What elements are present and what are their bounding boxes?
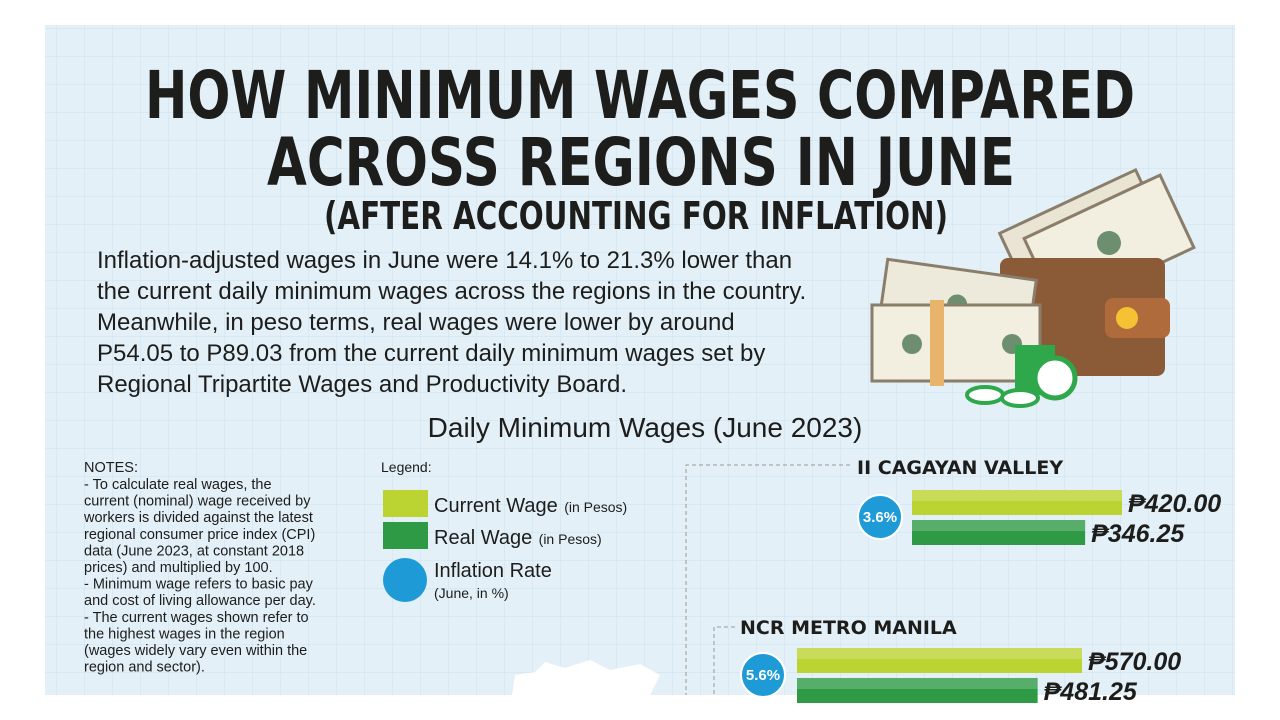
subtitle: (AFTER ACCOUNTING FOR INFLATION) <box>324 194 948 238</box>
bar <box>912 520 1086 545</box>
legend-title: Legend: <box>381 459 432 475</box>
legend-swatch <box>383 490 428 517</box>
value-label: ₱346.25 <box>1091 520 1185 548</box>
intro-line: Regional Tripartite Wages and Productivi… <box>97 371 627 398</box>
inflation-label: 5.6% <box>746 667 780 684</box>
inflation-circle <box>740 652 786 698</box>
inflation-label: 3.6% <box>863 509 897 526</box>
intro-line: the current daily minimum wages across t… <box>97 278 806 305</box>
value-label: ₱570.00 <box>1088 648 1181 676</box>
connector <box>685 464 850 695</box>
notes-title: NOTES: <box>84 460 138 476</box>
bar <box>797 648 1082 673</box>
intro-line: Meanwhile, in peso terms, real wages wer… <box>97 309 735 336</box>
connector <box>713 626 735 695</box>
region-title: NCR METRO MANILA <box>740 617 957 639</box>
legend-unit: (June, in %) <box>434 585 509 601</box>
notes-line: region and sector). <box>84 660 205 676</box>
bar-highlight <box>797 678 1038 689</box>
legend-unit: (in Pesos) <box>564 499 627 515</box>
legend-name: Current Wage <box>434 495 558 517</box>
notes-line: workers is divided against the latest <box>83 510 313 526</box>
notes-line: (wages widely vary even within the <box>84 643 307 659</box>
notes-line: the highest wages in the region <box>84 626 285 642</box>
bar <box>912 490 1122 515</box>
money-illustration <box>870 167 1196 408</box>
intro-line: Inflation-adjusted wages in June were 14… <box>97 247 792 274</box>
legend-unit: (in Pesos) <box>539 531 602 547</box>
notes-line: current (nominal) wage received by <box>84 494 311 510</box>
notes-line: data (June 2023, at constant 2018 <box>84 543 304 559</box>
bar-highlight <box>912 490 1122 501</box>
intro: Inflation-adjusted wages in June were 14… <box>97 247 806 398</box>
notes-line: - To calculate real wages, the <box>84 477 272 493</box>
legend-name: Real Wage <box>434 527 532 549</box>
bar <box>797 678 1038 703</box>
notes-line: - Minimum wage refers to basic pay <box>84 577 314 593</box>
legend-entry: Current Wage (in Pesos) <box>434 495 627 517</box>
legend-swatch <box>383 558 427 602</box>
notes: NOTES:- To calculate real wages, thecurr… <box>83 460 316 676</box>
value-label: ₱420.00 <box>1128 490 1221 518</box>
inflation-circle <box>857 494 903 540</box>
map-silhouette <box>512 660 660 695</box>
value-label: ₱481.25 <box>1044 678 1138 706</box>
notes-line: and cost of living allowance per day. <box>84 593 316 609</box>
legend-entry: Real Wage (in Pesos) <box>434 527 602 549</box>
region-title: II CAGAYAN VALLEY <box>857 457 1063 479</box>
bar-highlight <box>912 520 1086 531</box>
charts: II CAGAYAN VALLEY ₱420.00₱346.25 3.6% NCR M… <box>740 457 1221 706</box>
bar-highlight <box>797 648 1082 659</box>
legend: Legend: Current Wage (in Pesos) Real Wag… <box>381 459 627 602</box>
notes-line: prices) and multiplied by 100. <box>84 560 273 576</box>
legend-swatch <box>383 522 428 549</box>
title: ACROSS REGIONS IN JUNE <box>267 124 1015 201</box>
title: HOW MINIMUM WAGES COMPARED <box>145 57 1135 134</box>
notes-line: - The current wages shown refer to <box>84 610 309 626</box>
legend-name: Inflation Rate <box>434 560 552 582</box>
intro-line: P54.05 to P89.03 from the current daily … <box>97 340 765 367</box>
notes-line: regional consumer price index (CPI) <box>84 527 315 543</box>
section-title: Daily Minimum Wages (June 2023) <box>428 412 863 443</box>
